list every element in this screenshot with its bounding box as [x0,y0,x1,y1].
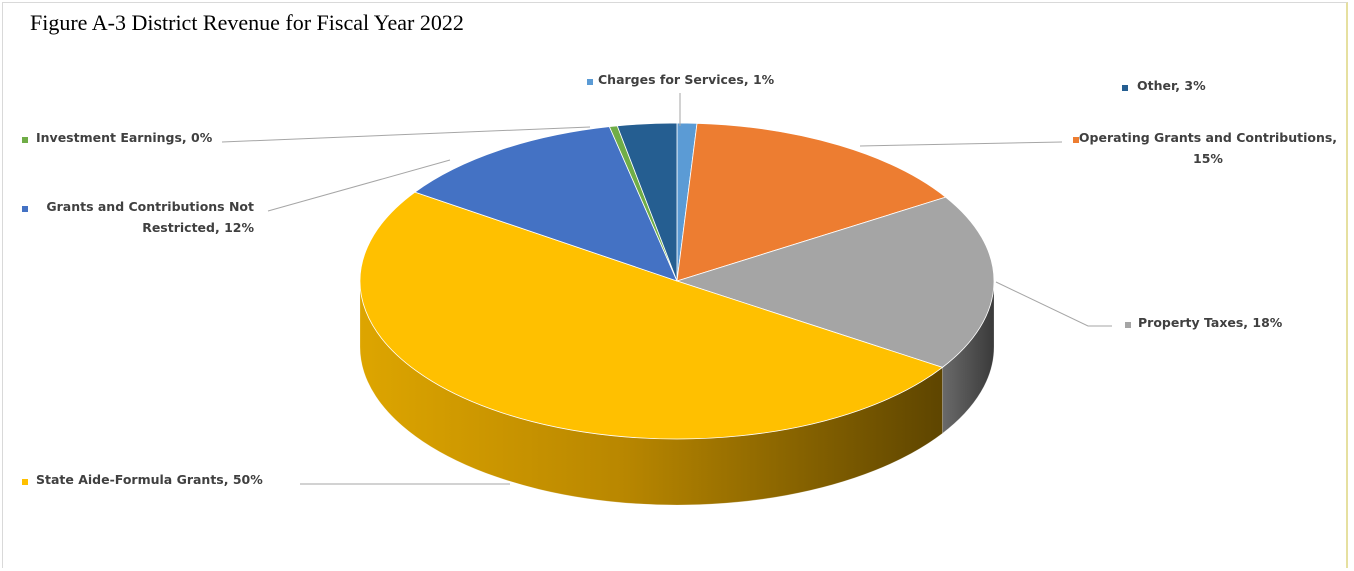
data-label-property-taxes: Property Taxes, 18% [1138,315,1283,330]
label-marker-state-aide-formula-grants [22,479,28,485]
data-label-operating-grants-and-contributions: Operating Grants and Contributions, 15% [1079,130,1337,166]
leader-line-property-taxes [995,281,1112,327]
label-marker-other [1122,85,1128,91]
label-marker-charges-for-services [587,79,593,85]
leader-line-grants-and-contributions-not-restricted [267,159,451,212]
chart-title: Figure A-3 District Revenue for Fiscal Y… [30,10,464,35]
leader-line-investment-earnings [221,126,591,143]
data-label-other: Other, 3% [1137,78,1206,93]
label-marker-investment-earnings [22,137,28,143]
pie-slices [359,122,995,440]
data-label-investment-earnings: Investment Earnings, 0% [36,130,213,145]
pie-slice-property-taxes [675,196,995,368]
pie-slice-other [616,122,678,282]
label-marker-property-taxes [1125,322,1131,328]
data-label-charges-for-services: Charges for Services, 1% [598,72,775,87]
data-label-grants-and-contributions-not-restricted: Grants and Contributions Not Restricted, … [46,199,254,235]
data-labels: Charges for Services, 1% Operating Grants… [22,72,1337,487]
leader-lines [221,93,1112,485]
leader-line-operating-grants-and-contributions [859,141,1063,147]
pie-slice-grants-and-contributions-not-restricted [414,126,678,282]
data-label-state-aide-formula-grants: State Aide-Formula Grants, 50% [36,472,263,487]
pie-slice-state-aide-formula-grants [359,191,944,440]
label-marker-grants-and-contributions-not-restricted [22,206,28,212]
label-marker-operating-grants-and-contributions [1073,137,1079,143]
pie-slice-operating-grants-and-contributions [676,122,947,282]
